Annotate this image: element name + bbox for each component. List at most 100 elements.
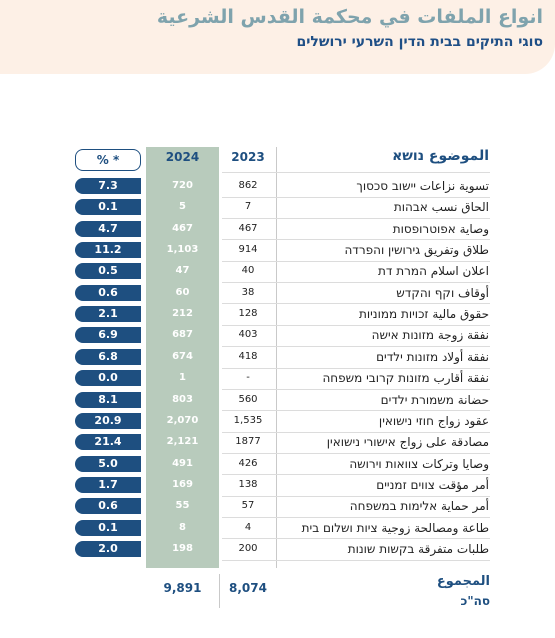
value-2023: 1877 xyxy=(235,436,261,448)
percent: 6.9 xyxy=(75,327,141,344)
value-2024: 60 xyxy=(175,286,190,298)
row-rule xyxy=(222,303,490,305)
topic: طلبات متفرقة בקשות שונות xyxy=(347,542,489,556)
value-2023: 403 xyxy=(238,329,258,341)
total-2023: 8,074 xyxy=(229,581,267,595)
row-rule xyxy=(222,367,490,369)
total-label: المجموع xyxy=(436,574,490,589)
value-2024: 491 xyxy=(172,457,193,469)
value-2024: 5 xyxy=(179,201,186,213)
row-rule xyxy=(222,324,490,326)
value-2023: 426 xyxy=(238,457,258,469)
percent: 6.8 xyxy=(75,348,141,365)
topic: طاعة ومصالحة زوجية ציות ושלום בית xyxy=(301,520,489,535)
header-band xyxy=(0,0,555,74)
percent: 0.1 xyxy=(75,519,141,536)
value-2023: 7 xyxy=(244,201,252,213)
topic: حضانة משמורת ילדים xyxy=(380,392,489,407)
percent: 2.0 xyxy=(75,541,141,557)
percent: 0.1 xyxy=(75,199,141,216)
row-rule xyxy=(222,538,490,540)
column-divider xyxy=(276,147,277,568)
percent: 5.0 xyxy=(75,455,141,472)
subtitle: סוגי התיקים בבית הדין השרעי ירושלים xyxy=(296,34,543,50)
topic: أوقاف וקף והקדש xyxy=(396,285,489,300)
topic: اعلان اسلام המרת דת xyxy=(378,264,489,279)
value-2024: 687 xyxy=(172,329,193,341)
title: انواع الملفات في محكمة القدس الشرعية xyxy=(156,6,543,28)
column-header: % * xyxy=(75,149,141,171)
value-2024: 467 xyxy=(172,222,193,234)
percent: 0.6 xyxy=(75,284,141,301)
header-rule xyxy=(222,172,490,173)
value-2024: 198 xyxy=(172,543,193,554)
total-2024: 9,891 xyxy=(163,581,202,595)
row-rule xyxy=(222,196,490,198)
value-2023: 467 xyxy=(238,222,258,234)
row-rule xyxy=(222,474,490,476)
row-rule xyxy=(222,452,490,454)
value-2023: - xyxy=(246,372,250,384)
value-2024: 47 xyxy=(175,265,190,277)
value-2023: 57 xyxy=(241,500,255,512)
value-2024: 2,070 xyxy=(166,414,199,426)
row-rule xyxy=(222,516,490,518)
value-2023: 38 xyxy=(241,286,255,298)
value-2023: 862 xyxy=(238,180,258,191)
value-2023: 1,535 xyxy=(233,414,263,426)
column-header: 2024 xyxy=(165,150,200,164)
value-2023: 560 xyxy=(238,393,258,405)
value-2024: 674 xyxy=(172,350,193,362)
topic: تسوية نزاعات יישוב סכסוך xyxy=(356,179,489,193)
row-rule xyxy=(222,346,490,348)
topic: أمر حماية אלימות במשפחה xyxy=(349,499,489,514)
percent: 8.1 xyxy=(75,391,141,408)
percent: 11.2 xyxy=(75,242,141,259)
value-2023: 128 xyxy=(238,308,258,320)
row-rule xyxy=(222,282,490,284)
value-2024: 720 xyxy=(172,180,193,191)
value-2024: 2,121 xyxy=(166,436,199,448)
total-label-he: סה"כ xyxy=(460,594,490,608)
row-rule xyxy=(222,388,490,390)
percent: 21.4 xyxy=(75,434,141,451)
total-divider xyxy=(219,574,220,608)
topic: نفقة زوجة מזונות אישה xyxy=(371,328,489,343)
column-2024-bg xyxy=(146,147,219,568)
value-2023: 40 xyxy=(241,265,255,277)
value-2024: 169 xyxy=(172,478,193,490)
value-2024: 55 xyxy=(175,500,190,512)
percent: 2.1 xyxy=(75,306,141,323)
topic: نفقة أقارب מזונות קרובי משפחה xyxy=(322,371,489,386)
topic: حقوق مالية זכויות ממוניות xyxy=(358,307,489,322)
topic: أمر مؤقت צווים זמניים xyxy=(376,477,489,492)
percent: 0.6 xyxy=(75,498,141,515)
value-2023: 914 xyxy=(238,244,258,256)
value-2024: 8 xyxy=(179,521,186,533)
row-rule xyxy=(222,260,490,262)
percent: 7.3 xyxy=(75,178,141,194)
topic: الحاق نسب אבהות xyxy=(393,200,489,215)
value-2023: 200 xyxy=(238,543,258,554)
row-rule xyxy=(222,431,490,433)
row-rule xyxy=(222,410,490,412)
value-2024: 803 xyxy=(172,393,193,405)
value-2023: 418 xyxy=(238,350,258,362)
row-rule xyxy=(222,495,490,497)
column-header: 2023 xyxy=(231,150,265,164)
value-2024: 212 xyxy=(172,308,193,320)
value-2024: 1 xyxy=(179,372,186,384)
column-header: الموضوع נושא xyxy=(392,148,489,164)
percent: 0.0 xyxy=(75,370,141,387)
topic: نفقة أولاد מזונות ילדים xyxy=(376,349,489,364)
row-rule xyxy=(222,559,490,561)
value-2024: 1,103 xyxy=(166,244,199,256)
topic: مصادقة على زواج אישורי נישואין xyxy=(326,435,489,450)
topic: طلاق وتفريق גירושין והפרדה xyxy=(344,243,489,258)
row-rule xyxy=(222,218,490,220)
value-2023: 4 xyxy=(244,521,252,533)
percent: 20.9 xyxy=(75,412,141,429)
topic: عقود زواج חוזי נישואין xyxy=(378,413,489,428)
percent: 0.5 xyxy=(75,263,141,280)
percent: 1.7 xyxy=(75,476,141,493)
